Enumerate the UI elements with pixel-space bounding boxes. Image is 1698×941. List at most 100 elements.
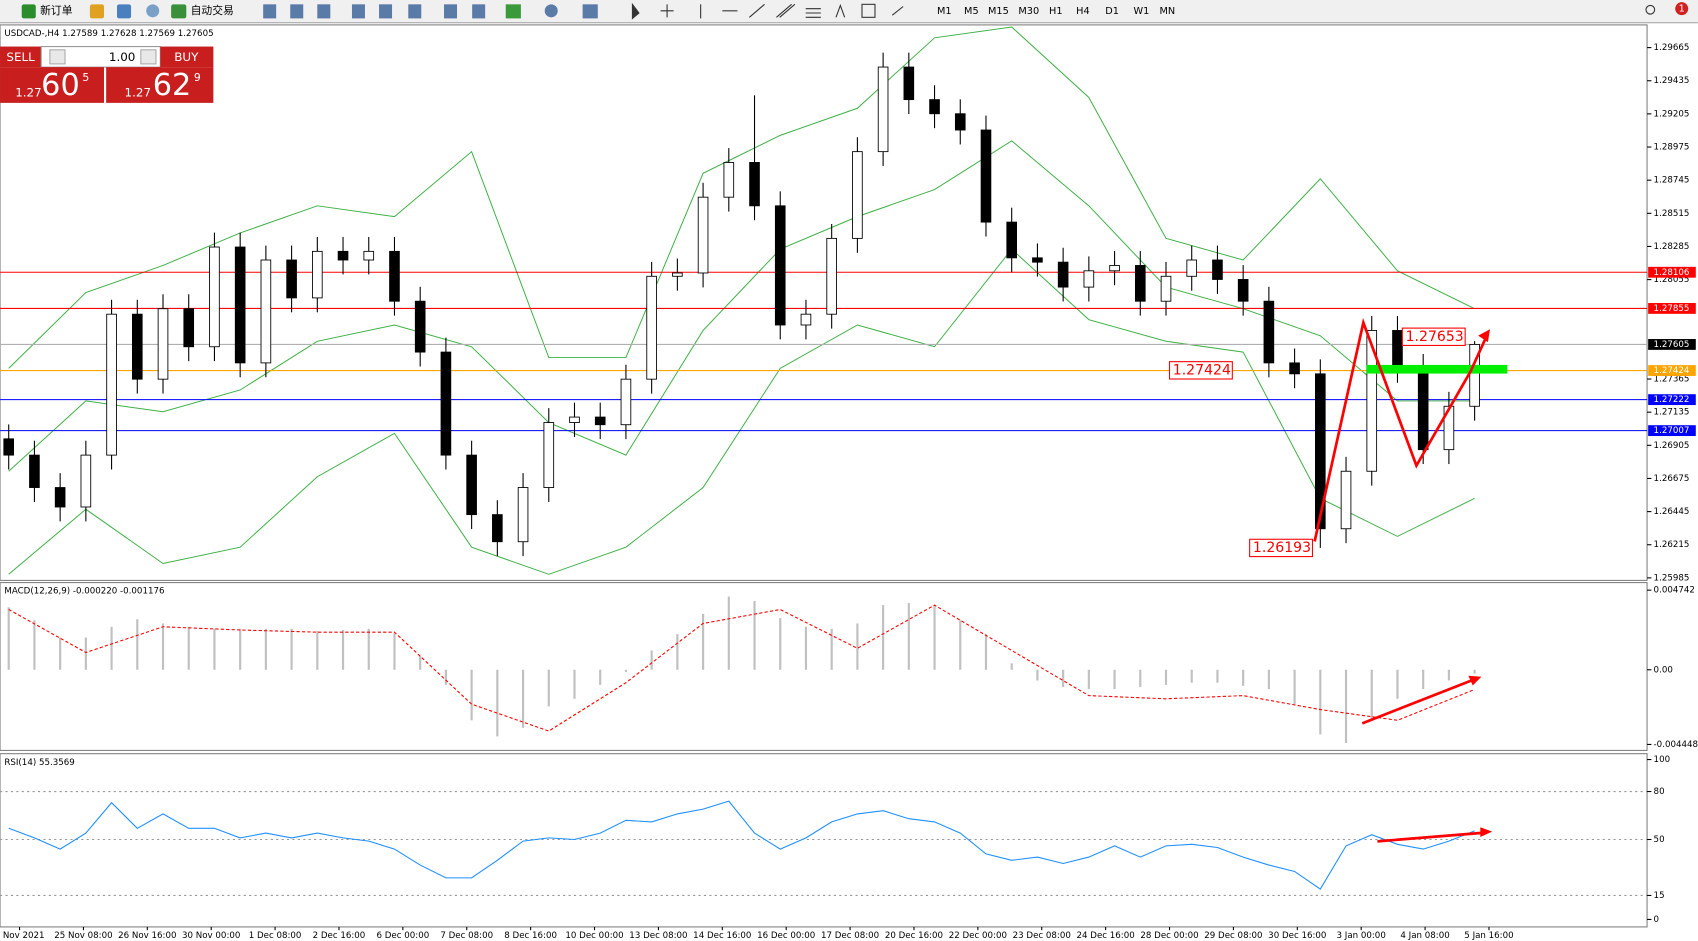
timeframe-button[interactable]: MN [1160,6,1176,17]
candle-body [209,246,220,348]
tool[interactable] [379,4,393,19]
candle-body [183,308,195,348]
tool[interactable] [317,4,331,19]
timeframe-button[interactable]: M15 [988,6,1009,17]
tool[interactable] [505,4,521,19]
notification-badge[interactable] [1675,2,1689,16]
text-tool[interactable] [835,3,846,18]
toolbar-bg [0,0,1698,23]
macd-arrow [1361,678,1474,725]
macd-bar [136,619,139,670]
lot-up[interactable] [140,49,157,65]
macd-bar [1010,663,1013,670]
fibo-tool[interactable] [805,8,821,18]
candle-body [106,313,117,456]
icon[interactable] [146,4,160,18]
level-label: 1.27007 [1654,426,1690,436]
macd-bar [1087,669,1090,690]
tool[interactable] [351,4,365,19]
timeframes: M1 M5 M15 M30 H1 H4 D1 W1 MN [937,6,1175,17]
level-label: 1.28106 [1654,268,1690,278]
tool[interactable] [290,4,304,19]
level-tag [1648,394,1696,406]
macd-bar [984,634,988,670]
timeframe-button[interactable]: D1 [1105,6,1119,17]
auto-trading[interactable]: 自动交易 [191,3,234,17]
candle-body [54,487,66,508]
tool[interactable] [582,4,598,19]
arrow-tool[interactable] [891,6,904,16]
macd-bar [1139,669,1142,688]
tool[interactable] [408,4,422,19]
bollinger-lower [8,248,1475,575]
crosshair-tool[interactable] [660,4,674,18]
macd-bar [496,669,499,737]
icon[interactable] [89,4,104,19]
tool[interactable] [263,4,277,19]
candle-body [723,162,735,198]
level-tag [1648,365,1696,376]
new-order-icon[interactable] [21,4,36,19]
buy-button[interactable] [160,46,214,68]
buy-label[interactable]: BUY [174,50,199,64]
candle-body [389,250,400,302]
candle-body [1212,259,1223,280]
channel-tool[interactable] [776,3,796,18]
new-order[interactable]: 新订单 [40,3,73,17]
y-tick-label: 1.28055 [1654,275,1690,285]
sell-label[interactable]: SELL [6,50,35,64]
macd-bar [650,650,653,670]
lot-value[interactable]: 1.00 [109,50,136,64]
icon[interactable] [116,4,132,19]
auto-trading-icon[interactable] [171,4,187,19]
cursor-tool[interactable] [631,2,640,20]
tool[interactable] [472,4,486,19]
macd-bar [933,605,936,670]
candle-body [1263,300,1275,364]
macd-bar [1473,669,1476,674]
x-tick-label: 22 Dec 00:00 [949,931,1007,941]
buy-price-box[interactable] [106,67,214,103]
level-label: 1.27222 [1654,395,1690,405]
x-tick-label: 10 Dec 00:00 [565,931,623,941]
candle-body [1057,261,1069,288]
timeframe-button[interactable]: W1 [1133,6,1149,17]
x-tick-label: 5 Jan 16:00 [1464,931,1513,941]
timeframe-button[interactable]: M30 [1018,6,1039,17]
red-pattern [1313,317,1489,542]
sell-button[interactable] [0,46,42,68]
panel-title: USDCAD-,H4 1.27589 1.27628 1.27569 1.276… [4,29,213,39]
rsi-line [8,800,1475,890]
price-prefix: 1.27 [125,86,152,100]
timeframe-button[interactable]: M5 [964,6,979,17]
macd-bar [907,603,910,670]
timeframe-button[interactable]: H1 [1049,6,1063,17]
lot-down[interactable] [49,49,66,65]
macd-bar [239,628,242,670]
candle-body [440,351,452,456]
y-tick-label: 1.25985 [1654,573,1690,583]
y-tick-label: 1.27135 [1654,408,1690,418]
tool[interactable] [444,4,458,19]
label-tool[interactable] [861,3,876,18]
sell-price-box[interactable] [0,67,104,103]
candle-body [466,454,477,516]
x-tick-label: 24 Dec 16:00 [1077,931,1135,941]
trendline-tool[interactable] [749,3,765,18]
search-icon[interactable] [1645,4,1656,15]
tool[interactable] [544,4,558,18]
x-tick-label: 14 Dec 16:00 [693,931,751,941]
timeframe-button[interactable]: H4 [1076,6,1090,17]
macd-bar [727,596,730,670]
bollinger-middle [8,140,1475,472]
timeframe-button[interactable]: M1 [937,6,952,17]
trade-panel: SELL 1.00 BUY 1.27 60 5 1.27 62 9 [0,46,214,103]
candle-body [800,313,812,326]
arrowhead [1478,329,1491,343]
x-tick-label: 1 Dec 08:00 [249,931,302,941]
annotation: 1.27424 [1173,362,1231,378]
y-tick-label: 15 [1654,891,1665,901]
candle-body [1134,265,1146,302]
candle-body [954,113,966,131]
macd-bar [419,655,422,670]
